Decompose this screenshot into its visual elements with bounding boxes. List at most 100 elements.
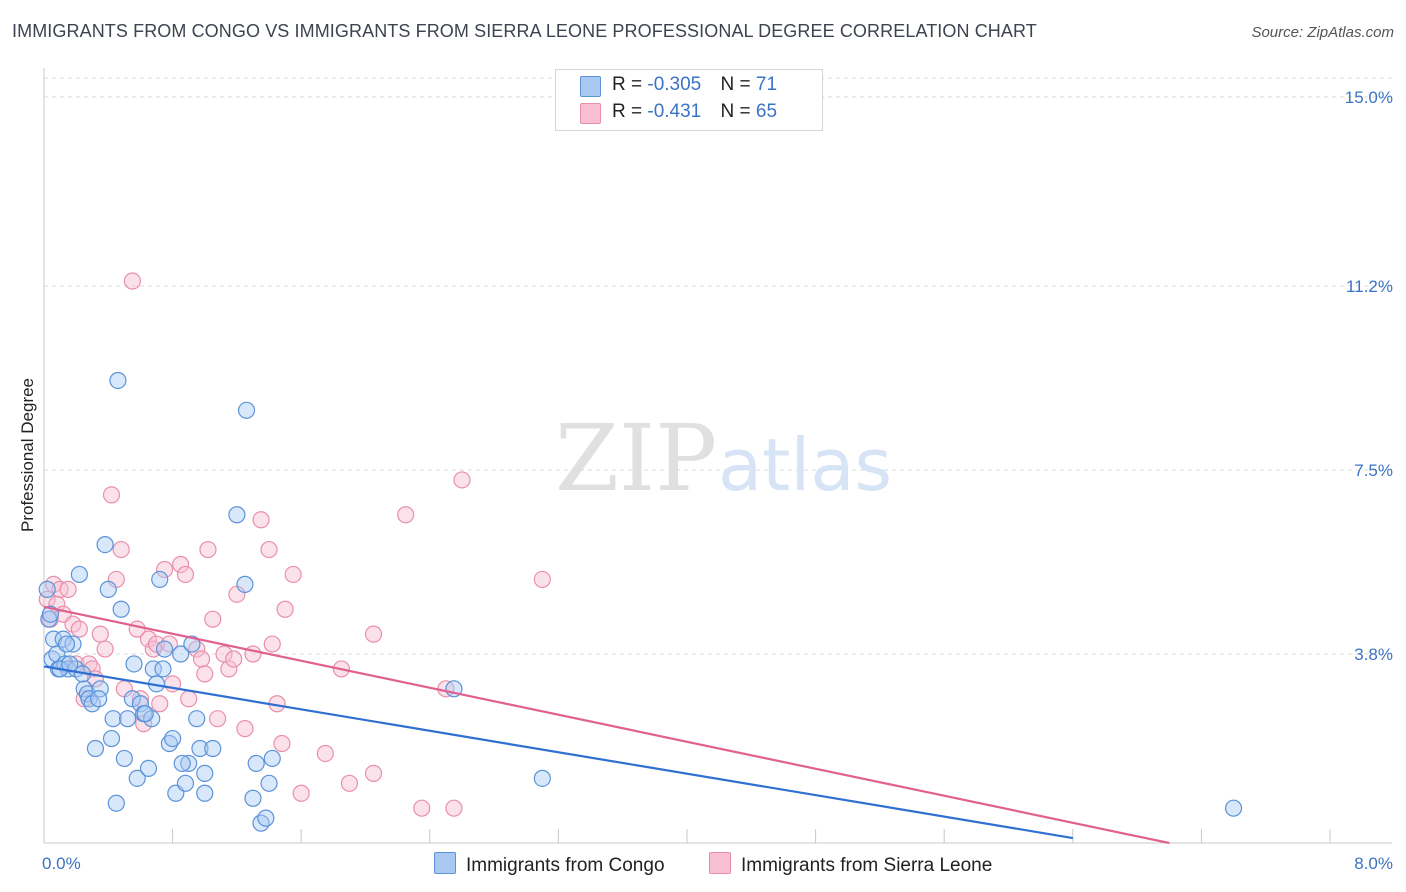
data-point-congo: [1224, 799, 1243, 817]
data-point-congo: [188, 710, 206, 728]
trend-lines: [43, 605, 1170, 845]
data-point-congo: [196, 784, 214, 802]
legend-label-congo: Immigrants from Congo: [466, 855, 665, 876]
data-point-congo: [61, 655, 79, 673]
data-point-sierra-leone: [236, 720, 254, 738]
data-point-congo: [107, 794, 125, 812]
legend-item-congo[interactable]: Immigrants from Congo: [434, 852, 665, 877]
data-point-sierra-leone: [155, 560, 174, 579]
data-point-congo: [104, 710, 122, 728]
legend-r-label: R =: [612, 74, 648, 95]
legend-n-label: N =: [720, 101, 756, 122]
data-point-sierra-leone: [340, 774, 359, 792]
x-tick-label: 8.0%: [1354, 854, 1393, 873]
data-point-congo: [180, 754, 198, 773]
data-point-congo: [191, 739, 209, 758]
legend-n-label: N =: [720, 74, 756, 95]
data-point-sierra-leone: [453, 471, 471, 489]
legend-swatch-congo: [580, 76, 601, 97]
data-point-congo: [54, 630, 72, 648]
legend-item-sierra-leone[interactable]: Immigrants from Sierra Leone: [709, 852, 992, 877]
data-point-congo: [247, 754, 265, 773]
data-point-congo: [204, 739, 222, 758]
data-point-congo: [128, 769, 146, 787]
data-point-congo: [237, 401, 256, 419]
data-point-congo: [176, 774, 195, 792]
data-point-congo: [56, 655, 74, 673]
data-point-congo: [112, 600, 130, 618]
data-point-congo: [90, 690, 108, 708]
data-point-sierra-leone: [292, 784, 310, 802]
data-point-sierra-leone: [96, 640, 114, 658]
chart-title: IMMIGRANTS FROM CONGO VS IMMIGRANTS FROM…: [12, 21, 1037, 41]
data-point-congo: [38, 580, 56, 598]
data-point-congo: [244, 789, 262, 807]
data-point-congo: [64, 635, 82, 653]
data-point-sierra-leone: [91, 625, 109, 643]
watermark-atlas: atlas: [718, 423, 892, 507]
data-point-congo: [228, 506, 246, 524]
y-tick-label: 7.5%: [1354, 461, 1393, 480]
data-point-sierra-leone: [316, 744, 334, 763]
data-point-congo: [57, 635, 76, 653]
tick-labels: 3.8% 7.5% 11.2% 15.0% 0.0% 8.0%: [42, 88, 1393, 873]
legend-label-sierra-leone: Immigrants from Sierra Leone: [741, 855, 993, 876]
data-point-congo: [70, 565, 88, 584]
y-tick-label: 3.8%: [1354, 645, 1393, 664]
data-point-sierra-leone: [413, 799, 431, 817]
data-point-congo: [99, 580, 117, 598]
data-point-congo: [136, 705, 154, 723]
data-point-congo: [96, 535, 114, 554]
data-point-congo: [115, 749, 133, 768]
data-point-sierra-leone: [70, 620, 88, 638]
legend-swatch-sierra-leone: [580, 103, 601, 124]
data-point-sierra-leone: [199, 540, 217, 559]
legend-swatch-congo: [434, 852, 456, 874]
y-tick-label: 15.0%: [1345, 88, 1393, 107]
watermark: ZIP atlas: [555, 405, 892, 512]
data-point-sierra-leone: [252, 511, 270, 529]
series-legend: Immigrants from Congo Immigrants from Si…: [0, 852, 1406, 878]
data-point-congo: [80, 690, 98, 708]
stats-legend: R = -0.305 N = 71 R = -0.431 N = 65: [555, 69, 823, 131]
data-point-congo: [41, 605, 60, 623]
data-point-congo: [109, 371, 127, 390]
data-point-congo: [196, 764, 214, 782]
data-point-congo: [131, 695, 150, 713]
data-point-congo: [118, 710, 137, 728]
data-point-sierra-leone: [112, 540, 130, 559]
grid-lines: [44, 77, 1392, 655]
data-point-congo: [125, 655, 143, 673]
y-tick-label: 11.2%: [1346, 277, 1393, 296]
trend-line-congo: [43, 665, 1073, 840]
data-point-sierra-leone: [151, 695, 169, 713]
data-point-sierra-leone: [180, 690, 198, 708]
data-point-sierra-leone: [102, 486, 121, 504]
data-point-congo: [155, 640, 174, 658]
legend-r-value: -0.305: [647, 74, 702, 95]
y-axis-label: Professional Degree: [18, 378, 37, 532]
data-point-congo: [173, 754, 191, 773]
trend-line-sierra-leone: [43, 605, 1170, 845]
data-point-sierra-leone: [364, 764, 383, 782]
legend-n-value: 65: [755, 101, 778, 122]
data-point-congo: [172, 645, 190, 663]
data-point-congo: [533, 769, 551, 787]
data-point-congo: [164, 729, 182, 748]
data-point-sierra-leone: [397, 506, 415, 524]
data-point-congo: [154, 660, 172, 678]
data-point-sierra-leone: [59, 580, 77, 598]
data-point-sierra-leone: [188, 640, 206, 658]
data-point-sierra-leone: [533, 570, 551, 589]
data-point-sierra-leone: [225, 650, 243, 668]
data-point-congo: [236, 575, 254, 593]
data-point-sierra-leone: [196, 665, 214, 683]
data-point-sierra-leone: [209, 710, 227, 728]
data-point-congo: [151, 570, 169, 589]
data-point-congo: [257, 809, 275, 827]
data-point-congo: [183, 635, 201, 653]
data-point-sierra-leone: [80, 655, 98, 673]
legend-swatch-sierra-leone: [709, 852, 731, 874]
data-point-sierra-leone: [284, 565, 302, 584]
series-sierra-leone-points: [38, 272, 551, 817]
